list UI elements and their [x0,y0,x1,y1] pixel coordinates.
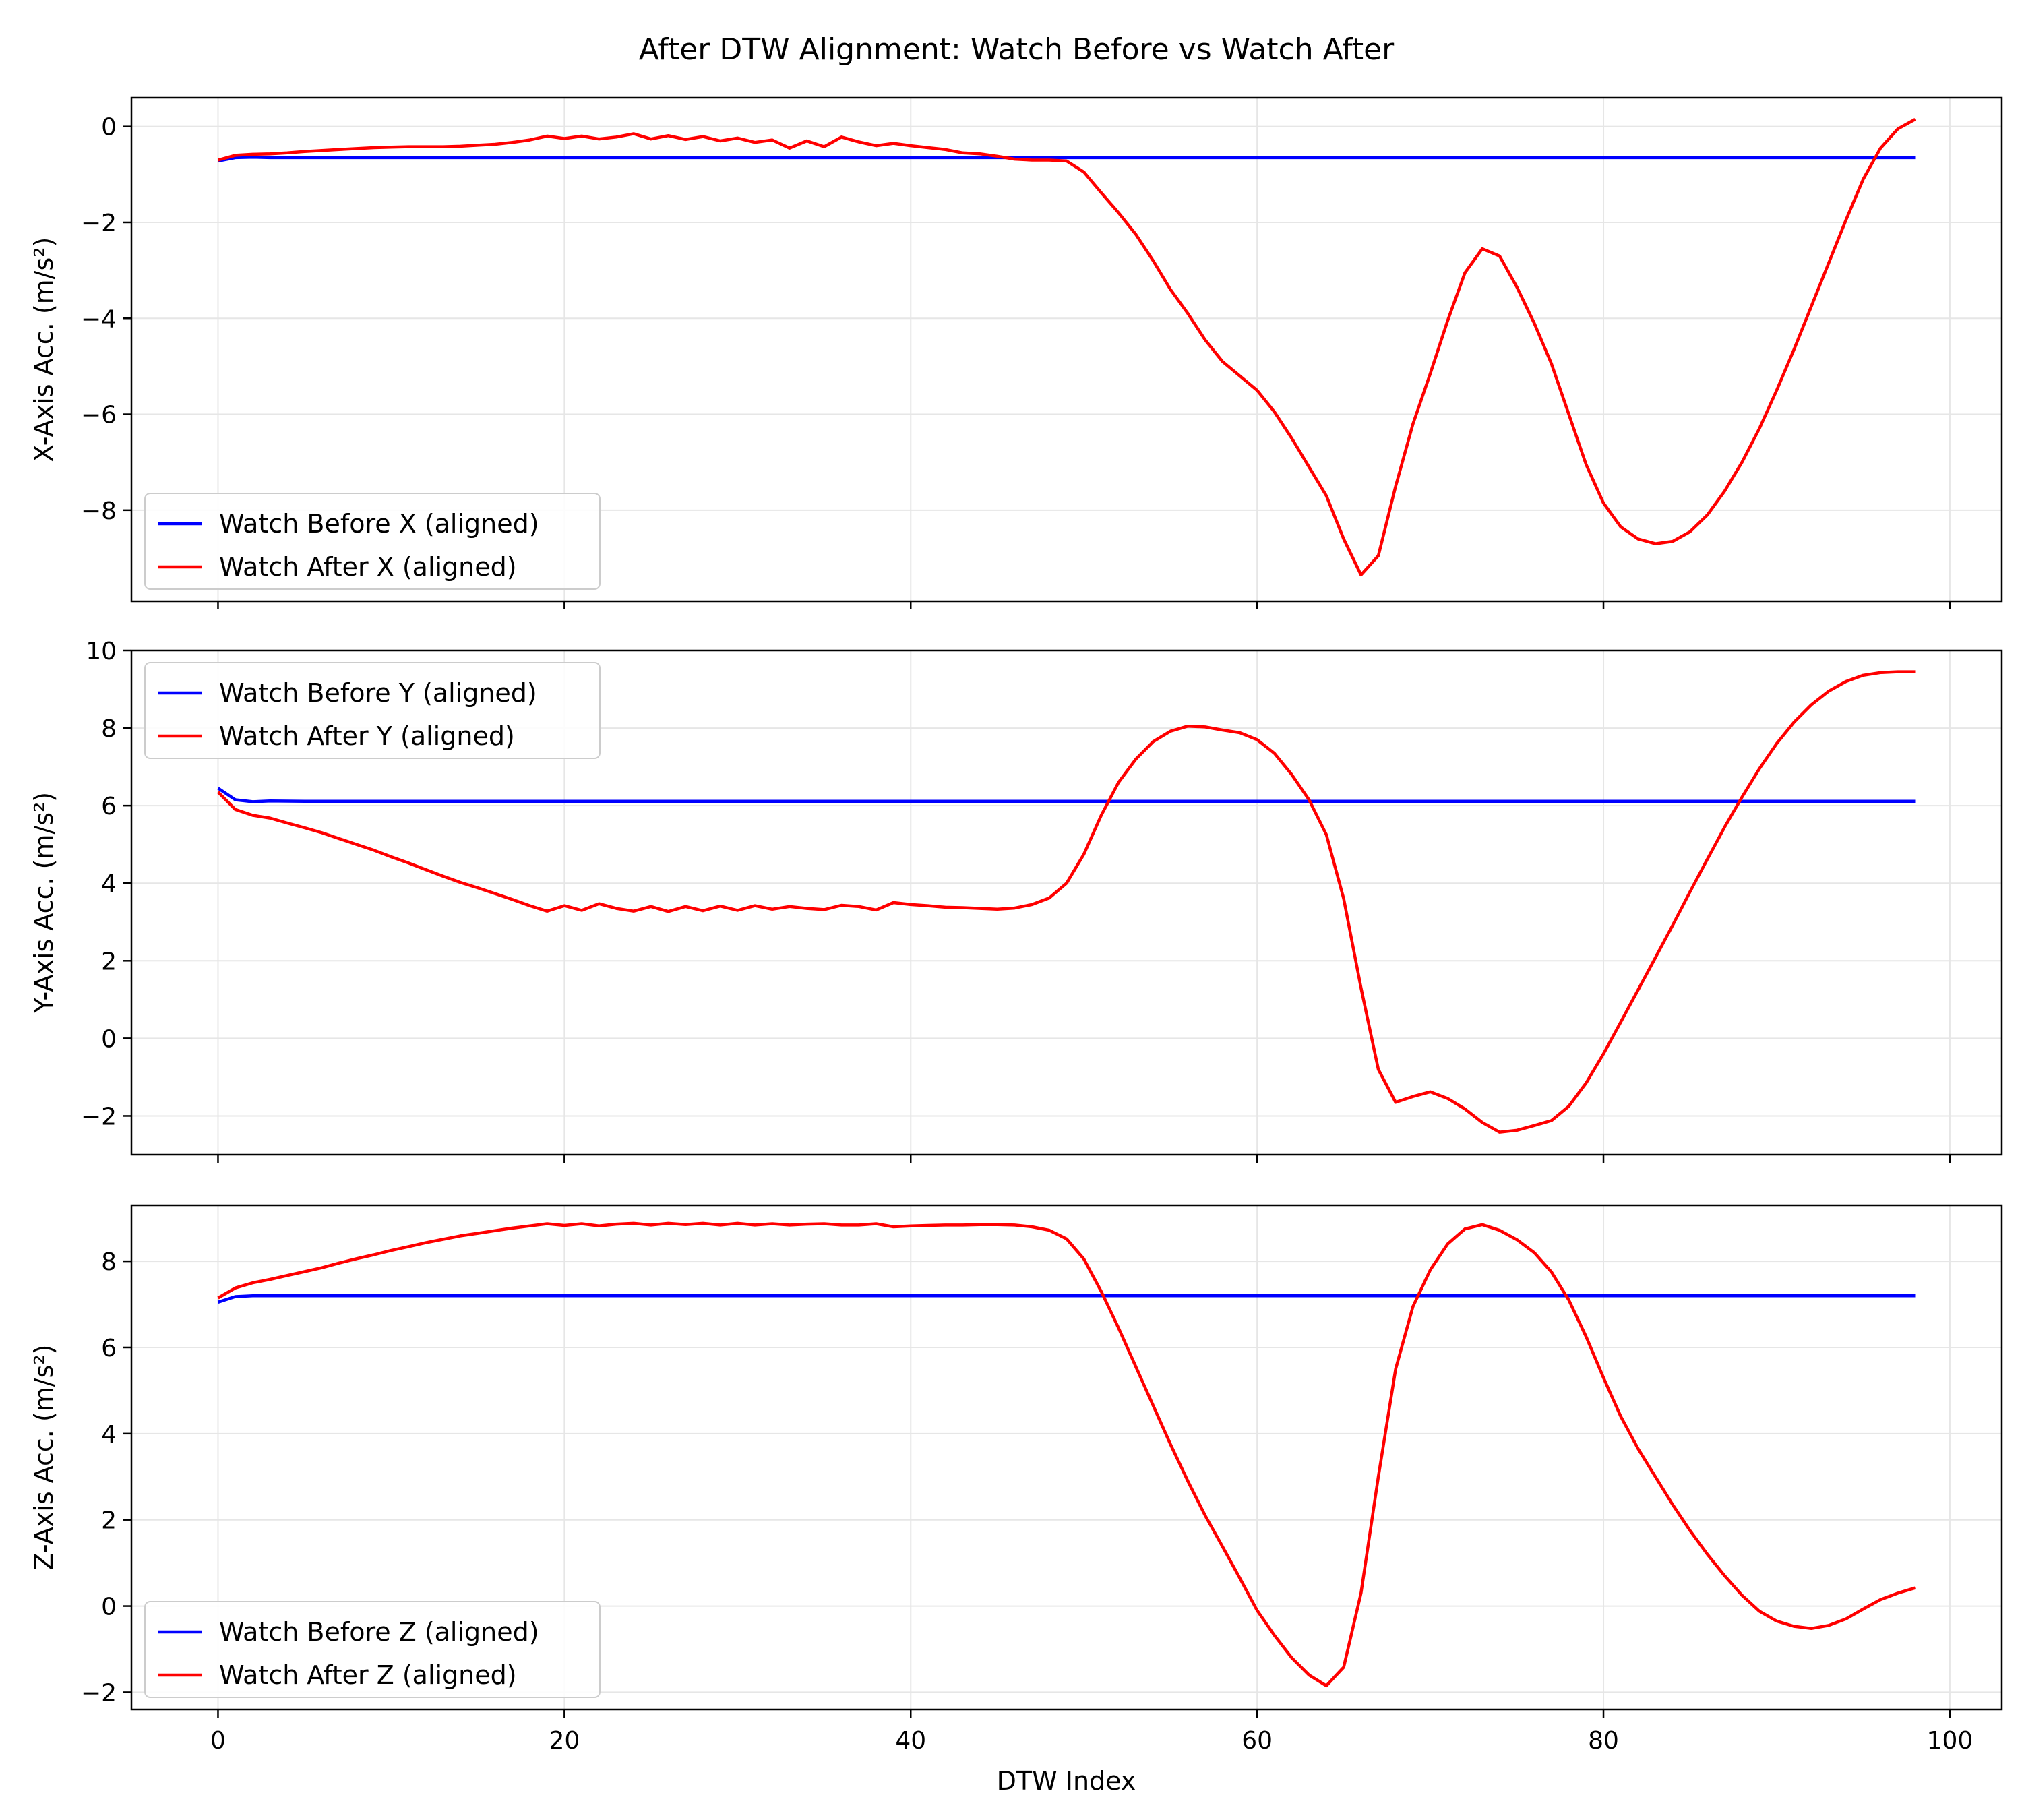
x-tick-label: 40 [895,1727,926,1755]
legend-label: Watch Before Z (aligned) [219,1617,539,1647]
y-tick-label: −6 [81,402,117,429]
subplot-1: 0 −2 −4 −6 −8 X-Axis Acc. (m/s²) Watch Before … [29,96,2003,609]
series-line-before [218,155,1916,163]
subplots: 0 −2 −4 −6 −8 X-Axis Acc. (m/s²) Watch Before … [29,96,2003,1755]
x-axis-label: DTW Index [997,1766,1136,1796]
y-tick-label: −2 [81,1103,117,1130]
x-tick-label: 20 [549,1727,580,1755]
y-tick-label: 0 [101,114,117,142]
y-tick-label: 6 [101,793,117,820]
x-tick-label: 0 [210,1727,226,1755]
figure-title: After DTW Alignment: Watch Before vs Wat… [639,32,1395,67]
plot-frame [130,96,2003,603]
legend: Watch Before Y (aligned) Watch After Y (a… [144,662,601,759]
y-tick-label: 4 [101,1421,117,1449]
subplot-2: 10 8 6 4 2 0 −2 Y-Axis Acc. (m/s²) Watch Before … [29,638,2003,1163]
y-tick-label: −4 [81,305,117,333]
legend-box [144,662,601,759]
legend-label: Watch After Z (aligned) [219,1660,517,1690]
legend-label: Watch After X (aligned) [219,552,517,582]
series-line-before [217,1294,1916,1304]
y-tick-label: 2 [101,948,117,975]
y-tick-label: 2 [101,1507,117,1535]
plot-frame [130,1204,2003,1711]
x-tick-label: 60 [1242,1727,1273,1755]
y-tick-label: −8 [81,497,117,525]
y-tick-label: −2 [81,1679,117,1707]
legend-box [144,493,601,590]
y-tick-label: 8 [101,1248,117,1276]
y-tick-label: 8 [101,715,117,743]
x-tick-label: 80 [1588,1727,1619,1755]
y-tick-label: 6 [101,1335,117,1362]
legend-label: Watch Before X (aligned) [219,509,539,539]
y-tick-label: 0 [101,1594,117,1621]
legend-label: Watch After Y (aligned) [219,721,515,751]
y-axis-label: Z-Axis Acc. (m/s²) [29,1345,59,1571]
series-line-after [217,1221,1916,1688]
y-axis-label: Y-Axis Acc. (m/s²) [29,792,59,1014]
legend: Watch Before X (aligned) Watch After X (a… [144,493,601,590]
y-axis-label: X-Axis Acc. (m/s²) [29,237,59,462]
series-line-after [217,118,1916,577]
plot-frame [130,649,2003,1156]
y-tick-label: −2 [81,210,117,237]
series-line-before [217,787,1916,803]
x-tick-label: 100 [1927,1727,1973,1755]
y-tick-label: 0 [101,1025,117,1053]
y-tick-label: 4 [101,870,117,898]
y-tick-label: 10 [86,638,117,665]
legend-label: Watch Before Y (aligned) [219,678,537,708]
series-line-after [216,670,1916,1134]
legend-box [144,1601,601,1698]
legend: Watch Before Z (aligned) Watch After Z (a… [144,1601,601,1698]
